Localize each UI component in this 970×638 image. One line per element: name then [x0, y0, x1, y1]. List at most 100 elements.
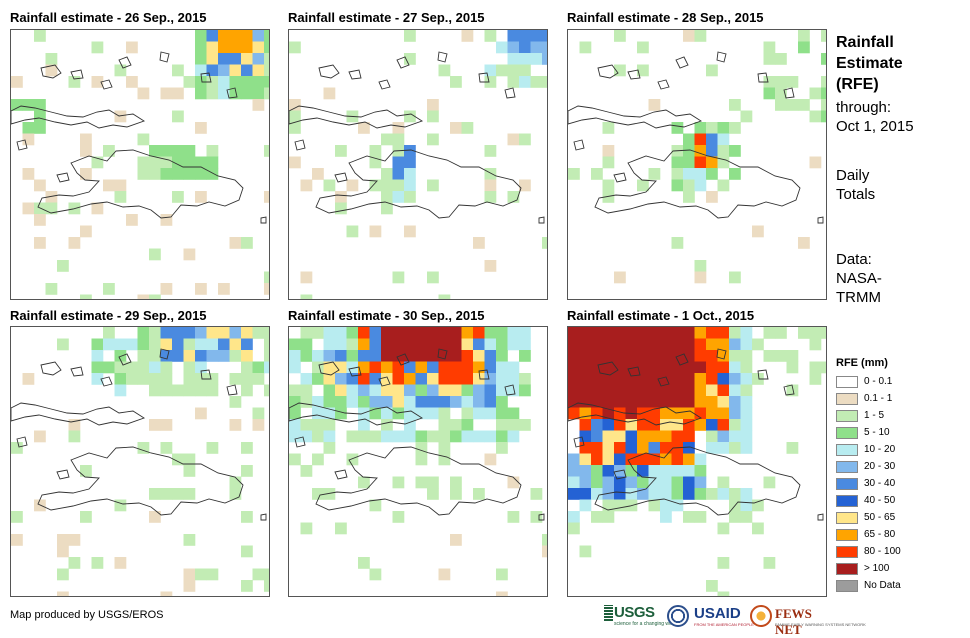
rainfall-cell [312, 168, 324, 180]
rainfall-cell [614, 419, 626, 431]
usgs-wordmark: USGS [614, 604, 655, 621]
rainfall-cell [637, 179, 649, 192]
rainfall-cell [404, 191, 416, 203]
rainfall-cell [312, 361, 324, 374]
rainfall-cell [602, 350, 615, 362]
rainfall-cell [542, 41, 547, 54]
rainfall-cell [381, 133, 393, 146]
rainfall-cell [579, 361, 592, 374]
rainfall-cell [602, 145, 615, 157]
rainfall-cell [740, 327, 753, 339]
rainfall-cell [80, 511, 92, 523]
rainfall-cell [614, 361, 626, 374]
rainfall-cell [568, 488, 580, 500]
rainfall-cell [729, 373, 741, 385]
rainfall-cell [683, 145, 695, 157]
rainfall-cell [568, 522, 580, 535]
rainfall-cell [648, 453, 661, 466]
rainfall-cell [335, 145, 347, 157]
rainfall-cell [264, 87, 269, 100]
rainfall-cell [625, 419, 638, 431]
rainfall-cell [172, 191, 184, 203]
rainfall-cell [660, 511, 672, 523]
rainfall-cell [335, 373, 347, 385]
rainfall-cell [381, 202, 393, 215]
rainfall-cell [579, 499, 592, 512]
rainfall-cell [241, 87, 253, 100]
rainfall-cell [637, 350, 649, 362]
rainfall-cell [427, 396, 439, 408]
rainfall-cell [229, 419, 242, 431]
rainfall-cell [637, 430, 649, 443]
rainfall-cell [358, 350, 370, 362]
rainfall-cell [729, 271, 741, 284]
rainfall-cell [264, 384, 269, 397]
rainfall-cell [821, 327, 826, 339]
rainfall-cell [241, 338, 253, 351]
rainfall-cell [519, 76, 531, 88]
rainfall-cell [507, 419, 520, 431]
rainfall-cell [763, 476, 776, 489]
rainfall-cell [427, 384, 439, 397]
rainfall-cell [473, 327, 485, 339]
island-coastline [538, 513, 545, 521]
rainfall-cell [614, 430, 626, 443]
rainfall-cell [683, 488, 695, 500]
rainfall-cell [752, 522, 764, 535]
rainfall-cell [660, 373, 672, 385]
rainfall-cell [461, 338, 474, 351]
rainfall-cell [694, 419, 707, 431]
island-coastline [478, 72, 490, 83]
rainfall-cell [775, 350, 787, 362]
rainfall-cell [694, 156, 707, 169]
rainfall-cell [80, 294, 92, 299]
legend-row: 20 - 30 [836, 458, 901, 475]
rainfall-cell [392, 396, 405, 408]
rainfall-cell [530, 488, 543, 500]
side-through-line: Oct 1, 2015 [836, 118, 914, 135]
rainfall-cell [323, 419, 336, 431]
rainfall-cell [461, 407, 474, 420]
usgs-mark-icon [604, 605, 613, 621]
legend-title: RFE (mm) [836, 357, 888, 369]
rainfall-cell [438, 568, 451, 581]
rainfall-cell [694, 327, 707, 339]
rainfall-cell [126, 373, 138, 385]
rainfall-cell [438, 419, 451, 431]
rainfall-cell [289, 350, 301, 362]
rainfall-cell [568, 361, 580, 374]
rainfall-cell [660, 453, 672, 466]
rainfall-cell [602, 179, 615, 192]
rainfall-cell [763, 557, 776, 569]
rainfall-cell [137, 373, 150, 385]
rainfall-cell [706, 396, 718, 408]
rainfall-cell [683, 191, 695, 203]
rainfall-cell [300, 419, 313, 431]
rainfall-cell [404, 179, 416, 192]
rainfall-cell [496, 350, 508, 362]
rainfall-cell [683, 396, 695, 408]
rainfall-cell [114, 338, 127, 351]
rainfall-cell [625, 465, 638, 477]
rainfall-cell [450, 384, 462, 397]
rainfall-cell [694, 271, 707, 284]
rainfall-cell [195, 30, 207, 42]
rainfall-cell [602, 419, 615, 431]
rainfall-cell [579, 41, 592, 54]
rainfall-cell [591, 350, 603, 362]
island-coastline [226, 87, 238, 99]
rainfall-map-sep-28 [567, 29, 827, 300]
rainfall-cell [264, 580, 269, 592]
rainfall-cell [68, 557, 81, 569]
rainfall-cell [591, 168, 603, 180]
rainfall-cell [484, 361, 497, 374]
rainfall-cell [392, 133, 405, 146]
rainfall-cell [312, 430, 324, 443]
island-coastline [538, 216, 545, 224]
rainfall-cell [729, 430, 741, 443]
rainfall-cell [392, 338, 405, 351]
rainfall-cell [579, 430, 592, 443]
rainfall-cell [300, 396, 313, 408]
rainfall-cell [637, 453, 649, 466]
rainfall-cell [496, 430, 508, 443]
